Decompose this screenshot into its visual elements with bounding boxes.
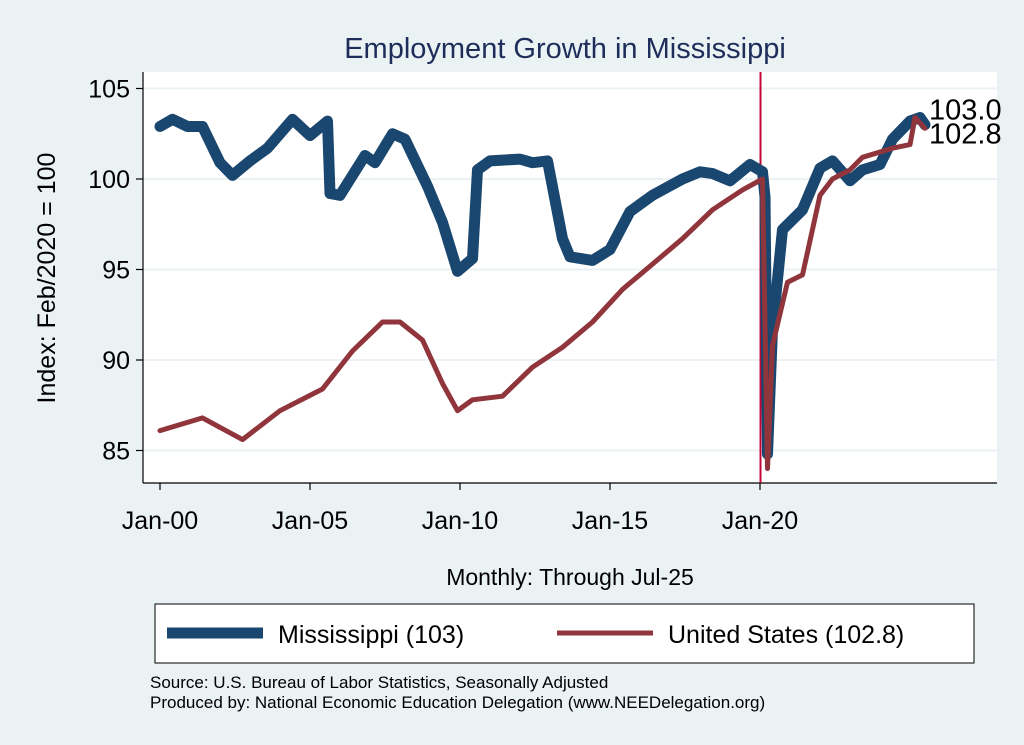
y-tick-label: 85 (102, 438, 130, 466)
produced-by-note: Produced by: National Economic Education… (150, 693, 765, 712)
x-tick-label: Jan-00 (122, 507, 198, 535)
end-label-mississippi: 103.0 (929, 95, 1002, 127)
end-label-united-states: 102.8 (929, 118, 1002, 150)
legend-label-united-states: United States (102.8) (668, 621, 904, 649)
y-tick-label: 100 (88, 166, 130, 194)
series-line-mississippi (154, 112, 931, 460)
y-tick-label: 105 (88, 76, 130, 104)
legend-label-mississippi: Mississippi (103) (278, 621, 464, 649)
x-tick-label: Jan-15 (572, 507, 648, 535)
legend: Mississippi (103) United States (102.8) (154, 603, 975, 664)
x-tick-label: Jan-05 (272, 507, 348, 535)
plot-area (143, 72, 997, 483)
source-note: Source: U.S. Bureau of Labor Statistics,… (150, 673, 608, 692)
y-tick-label: 90 (102, 347, 130, 375)
y-axis-label: Index: Feb/2020 = 100 (33, 153, 61, 404)
x-tick-label: Jan-10 (422, 507, 498, 535)
series-line-united-states (157, 115, 928, 472)
x-axis-label: Monthly: Through Jul-25 (446, 564, 694, 590)
x-tick-label: Jan-20 (722, 507, 798, 535)
y-tick-label: 95 (102, 257, 130, 285)
chart-title: Employment Growth in Mississippi (344, 33, 786, 65)
